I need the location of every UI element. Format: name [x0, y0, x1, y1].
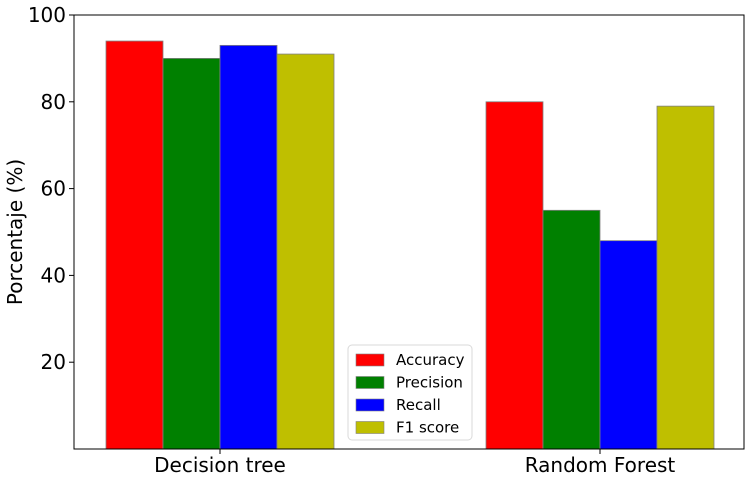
- legend-label: Precision: [396, 374, 463, 392]
- bar-precision-random-forest: [542, 209, 601, 450]
- legend-swatch: [355, 421, 385, 434]
- bar-recall-random-forest: [599, 240, 658, 450]
- y-tick-label: 20: [41, 350, 66, 374]
- bars-group: [105, 40, 715, 450]
- x-tick-label: Random Forest: [525, 453, 676, 477]
- y-tick-label: 40: [41, 263, 66, 287]
- bar-f1-score-decision-tree: [276, 53, 335, 450]
- x-tick-label: Decision tree: [154, 453, 286, 477]
- bar-precision-decision-tree: [162, 58, 221, 450]
- legend-label: Recall: [396, 396, 441, 414]
- bar-f1-score-random-forest: [656, 105, 715, 450]
- legend: Accuracy Precision Recall F1 score: [347, 344, 473, 441]
- y-axis: 20 40 60 80 100: [28, 3, 74, 374]
- legend-swatch: [355, 353, 385, 367]
- legend-swatch: [355, 376, 385, 389]
- bar-accuracy-random-forest: [485, 101, 544, 450]
- plot-frame: [73, 14, 745, 450]
- legend-label: Accuracy: [396, 351, 465, 369]
- y-axis-label: Porcentaje (%): [3, 159, 27, 305]
- y-tick-label: 60: [41, 177, 66, 201]
- bar-recall-decision-tree: [219, 44, 278, 450]
- y-tick-label: 80: [41, 90, 66, 114]
- legend-label: F1 score: [396, 419, 459, 437]
- y-tick-label: 100: [28, 3, 66, 27]
- legend-box: [347, 344, 473, 441]
- legend-swatch: [355, 398, 385, 412]
- bar-accuracy-decision-tree: [105, 40, 164, 450]
- x-axis: Decision tree Random Forest: [154, 449, 675, 477]
